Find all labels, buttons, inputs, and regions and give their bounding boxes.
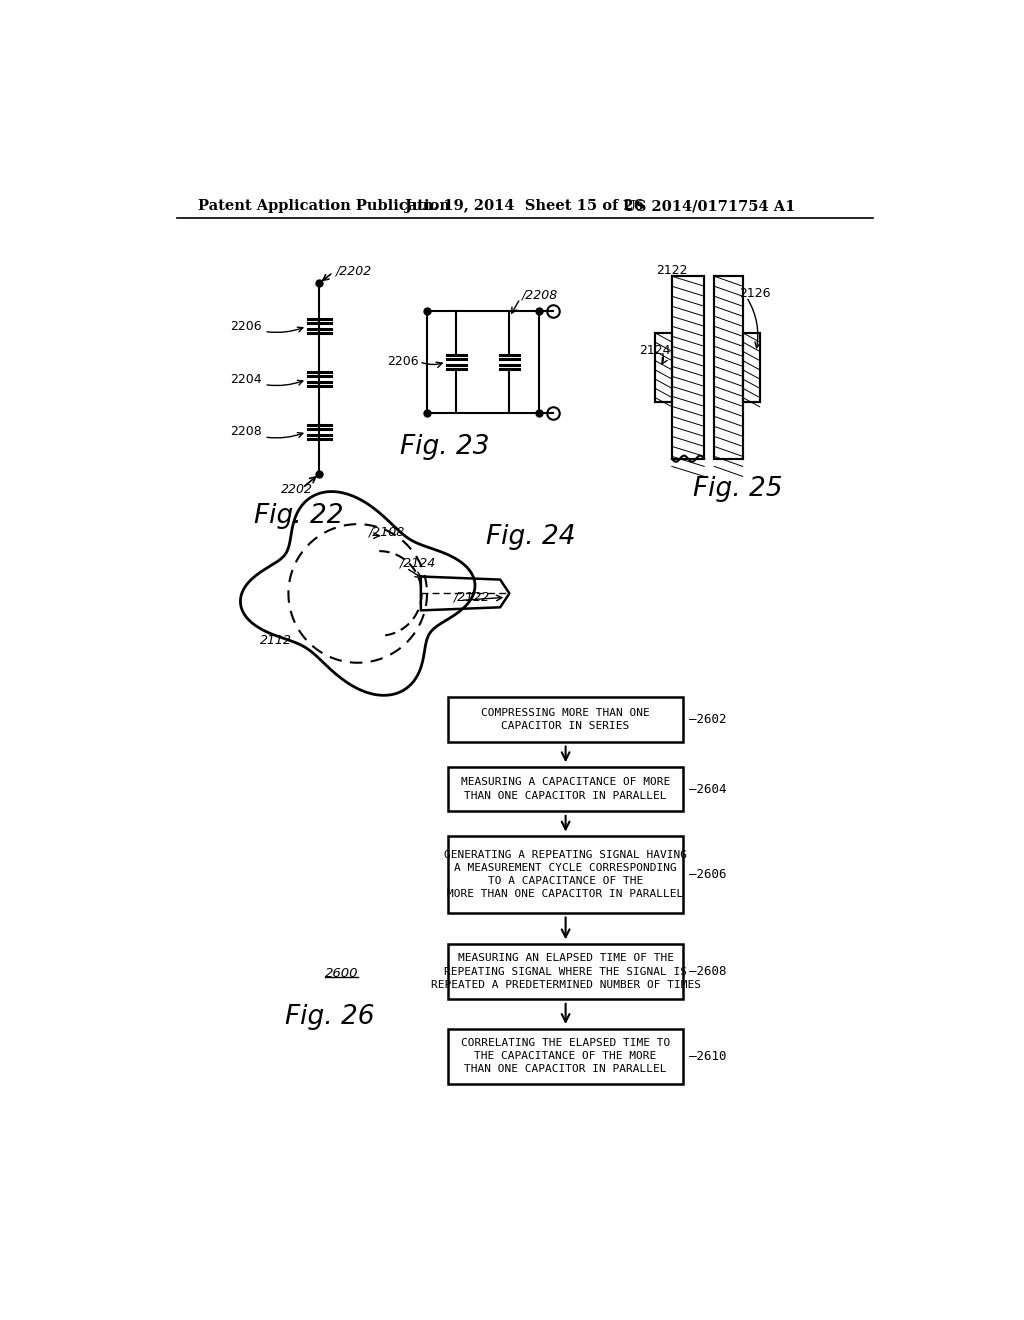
Text: MEASURING AN ELAPSED TIME OF THE
REPEATING SIGNAL WHERE THE SIGNAL IS
REPEATED A: MEASURING AN ELAPSED TIME OF THE REPEATI… — [431, 953, 700, 990]
Text: /2124: /2124 — [400, 557, 436, 570]
Text: 2112: 2112 — [260, 634, 292, 647]
Bar — [672, 276, 705, 459]
Text: /2108: /2108 — [370, 525, 406, 539]
Text: 2206: 2206 — [387, 355, 419, 368]
Bar — [449, 767, 683, 812]
Polygon shape — [421, 577, 509, 610]
Bar — [449, 697, 683, 742]
Text: 2206: 2206 — [229, 319, 303, 333]
Bar — [449, 944, 683, 999]
Text: Jun. 19, 2014  Sheet 15 of 26: Jun. 19, 2014 Sheet 15 of 26 — [404, 199, 643, 213]
Text: —2602: —2602 — [689, 713, 727, 726]
Text: 2122: 2122 — [656, 264, 688, 277]
Bar — [655, 333, 672, 403]
Bar — [672, 276, 705, 459]
Text: Patent Application Publication: Patent Application Publication — [199, 199, 451, 213]
Bar — [655, 333, 672, 403]
Text: 2208: 2208 — [229, 425, 303, 438]
Text: —2606: —2606 — [689, 869, 727, 880]
Text: —2604: —2604 — [689, 783, 727, 796]
Bar — [449, 1028, 683, 1084]
Text: Fig. 22: Fig. 22 — [254, 503, 343, 529]
Bar — [714, 276, 742, 459]
Bar — [714, 276, 742, 459]
Text: US 2014/0171754 A1: US 2014/0171754 A1 — [624, 199, 796, 213]
Text: 2600: 2600 — [325, 966, 358, 979]
Text: /2202: /2202 — [336, 264, 373, 277]
Text: 2126: 2126 — [739, 286, 770, 300]
Bar — [742, 333, 760, 403]
Text: 2202: 2202 — [281, 483, 312, 496]
Text: —2610: —2610 — [689, 1049, 727, 1063]
Text: /2122: /2122 — [454, 591, 490, 603]
Text: Fig. 23: Fig. 23 — [400, 434, 489, 461]
Text: 2204: 2204 — [229, 372, 303, 385]
Bar — [449, 836, 683, 913]
Text: COMPRESSING MORE THAN ONE
CAPACITOR IN SERIES: COMPRESSING MORE THAN ONE CAPACITOR IN S… — [481, 708, 650, 731]
Bar — [742, 333, 760, 403]
Text: Fig. 25: Fig. 25 — [692, 477, 782, 503]
Text: /2208: /2208 — [521, 289, 558, 302]
Text: GENERATING A REPEATING SIGNAL HAVING
A MEASUREMENT CYCLE CORRESPONDING
TO A CAPA: GENERATING A REPEATING SIGNAL HAVING A M… — [444, 850, 687, 899]
Text: MEASURING A CAPACITANCE OF MORE
THAN ONE CAPACITOR IN PARALLEL: MEASURING A CAPACITANCE OF MORE THAN ONE… — [461, 777, 671, 801]
Text: —2608: —2608 — [689, 965, 727, 978]
Polygon shape — [241, 491, 475, 696]
Text: CORRELATING THE ELAPSED TIME TO
THE CAPACITANCE OF THE MORE
THAN ONE CAPACITOR I: CORRELATING THE ELAPSED TIME TO THE CAPA… — [461, 1038, 671, 1074]
Text: Fig. 26: Fig. 26 — [285, 1005, 374, 1030]
Text: Fig. 24: Fig. 24 — [486, 524, 575, 550]
Text: 2124: 2124 — [639, 345, 671, 358]
